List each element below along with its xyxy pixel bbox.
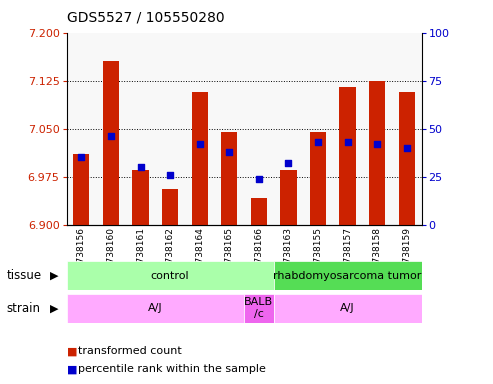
Text: A/J: A/J xyxy=(340,303,355,313)
Text: tissue: tissue xyxy=(6,269,41,282)
Bar xyxy=(398,91,415,225)
Point xyxy=(107,133,115,139)
Text: ▶: ▶ xyxy=(50,303,58,313)
Point xyxy=(373,141,381,147)
Point xyxy=(284,160,292,166)
Text: ■: ■ xyxy=(67,346,80,356)
Point xyxy=(196,141,204,147)
Point xyxy=(403,145,411,151)
Bar xyxy=(244,294,274,323)
Text: GDS5527 / 105550280: GDS5527 / 105550280 xyxy=(67,11,224,25)
Text: ▶: ▶ xyxy=(50,270,58,281)
Point xyxy=(137,164,144,170)
Bar xyxy=(162,189,178,225)
Bar xyxy=(280,170,296,225)
Bar xyxy=(250,198,267,225)
Bar xyxy=(274,261,422,290)
Point xyxy=(344,139,352,145)
Point xyxy=(77,154,85,161)
Bar xyxy=(132,170,149,225)
Text: ■: ■ xyxy=(67,364,80,374)
Text: percentile rank within the sample: percentile rank within the sample xyxy=(78,364,266,374)
Text: transformed count: transformed count xyxy=(78,346,181,356)
Bar xyxy=(103,61,119,225)
Text: rhabdomyosarcoma tumor: rhabdomyosarcoma tumor xyxy=(274,270,422,281)
Text: BALB
/c: BALB /c xyxy=(244,297,274,319)
Point xyxy=(255,175,263,182)
Bar xyxy=(191,91,208,225)
Point xyxy=(166,172,174,178)
Text: control: control xyxy=(151,270,189,281)
Bar xyxy=(369,81,386,225)
Bar xyxy=(67,261,274,290)
Text: A/J: A/J xyxy=(148,303,163,313)
Text: strain: strain xyxy=(6,302,40,314)
Bar xyxy=(339,87,355,225)
Point xyxy=(314,139,322,145)
Bar xyxy=(221,132,237,225)
Bar xyxy=(310,132,326,225)
Bar xyxy=(67,294,244,323)
Bar xyxy=(274,294,422,323)
Bar xyxy=(73,154,90,225)
Point xyxy=(225,149,233,155)
